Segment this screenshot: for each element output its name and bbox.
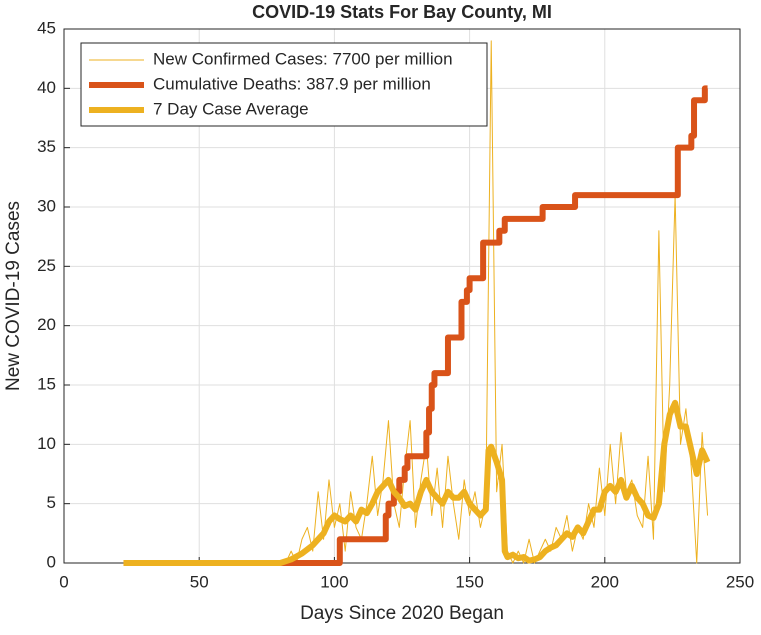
legend-label: 7 Day Case Average: [153, 99, 309, 118]
x-tick-label: 200: [591, 572, 619, 591]
y-tick-label: 5: [47, 493, 56, 512]
x-tick-label: 250: [726, 572, 754, 591]
y-tick-label: 35: [37, 137, 56, 156]
x-tick-label: 100: [320, 572, 348, 591]
y-axis-label: New COVID-19 Cases: [3, 201, 24, 391]
axes-box: [63, 28, 741, 564]
x-tick-label: 150: [455, 572, 483, 591]
y-tick-label: 15: [37, 374, 56, 393]
y-tick-label: 30: [37, 196, 56, 215]
legend-label: New Confirmed Cases: 7700 per million: [153, 49, 453, 68]
y-tick-label: 0: [47, 552, 56, 571]
y-tick-label: 10: [37, 434, 56, 453]
chart-title: COVID-19 Stats For Bay County, MI: [252, 2, 552, 22]
y-tick-label: 45: [37, 18, 56, 37]
x-axis-label: Days Since 2020 Began: [300, 603, 504, 624]
x-tick-label: 50: [190, 572, 209, 591]
y-tick-label: 25: [37, 256, 56, 275]
series-line: [123, 399, 711, 566]
legend-box: [80, 42, 488, 127]
legend-label: Cumulative Deaths: 387.9 per million: [153, 74, 431, 93]
y-tick-label: 40: [37, 78, 56, 97]
y-tick-label: 20: [37, 315, 56, 334]
x-tick-label: 0: [59, 572, 68, 591]
